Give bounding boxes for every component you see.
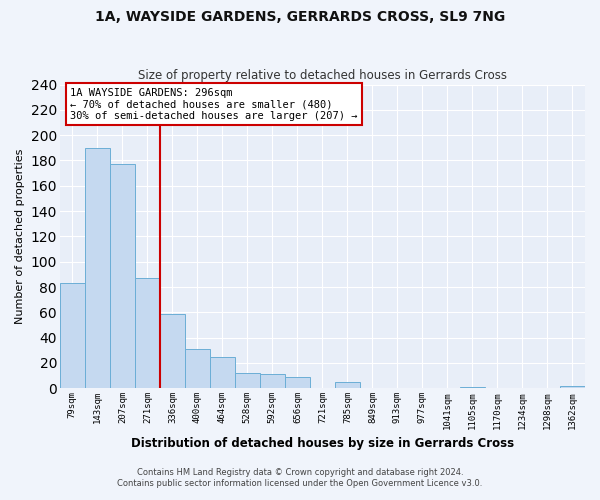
Bar	[460, 387, 485, 388]
Bar	[260, 374, 285, 388]
Bar	[235, 373, 260, 388]
Y-axis label: Number of detached properties: Number of detached properties	[15, 148, 25, 324]
Bar	[110, 164, 135, 388]
Text: Contains HM Land Registry data © Crown copyright and database right 2024.
Contai: Contains HM Land Registry data © Crown c…	[118, 468, 482, 487]
Bar	[560, 386, 585, 388]
Bar	[185, 349, 210, 389]
Bar	[160, 314, 185, 388]
Bar	[285, 377, 310, 388]
Bar	[60, 283, 85, 389]
X-axis label: Distribution of detached houses by size in Gerrards Cross: Distribution of detached houses by size …	[131, 437, 514, 450]
Bar	[135, 278, 160, 388]
Bar	[85, 148, 110, 388]
Text: 1A WAYSIDE GARDENS: 296sqm
← 70% of detached houses are smaller (480)
30% of sem: 1A WAYSIDE GARDENS: 296sqm ← 70% of deta…	[70, 88, 358, 121]
Bar	[335, 382, 360, 388]
Text: 1A, WAYSIDE GARDENS, GERRARDS CROSS, SL9 7NG: 1A, WAYSIDE GARDENS, GERRARDS CROSS, SL9…	[95, 10, 505, 24]
Title: Size of property relative to detached houses in Gerrards Cross: Size of property relative to detached ho…	[138, 69, 507, 82]
Bar	[210, 356, 235, 388]
